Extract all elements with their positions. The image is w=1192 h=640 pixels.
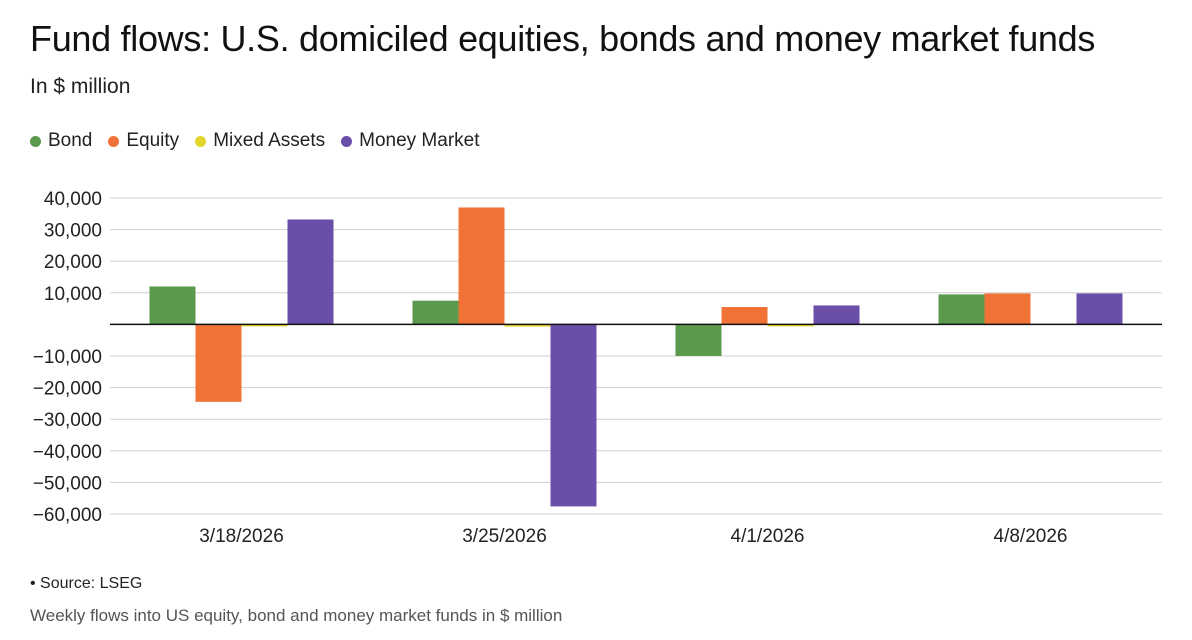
- y-tick-label: 30,000: [44, 221, 102, 242]
- bar-chart: 40,000 30,000 20,000 10,000 −10,000 −20,000 −3…: [33, 189, 1162, 547]
- bar-bond: [412, 300, 459, 325]
- bar-money-market: [550, 324, 597, 507]
- chart-subtitle: In $ million: [30, 75, 131, 98]
- y-tick-label: −60,000: [33, 505, 102, 526]
- legend-item-money-market: Money Market: [341, 130, 480, 152]
- bar-bond: [149, 286, 196, 325]
- bar-equity: [458, 207, 505, 325]
- y-tick-label: 20,000: [44, 252, 102, 273]
- bar-mixed-assets: [767, 324, 814, 327]
- bar-money-market: [287, 219, 334, 325]
- legend-label: Equity: [126, 130, 180, 151]
- bar-mixed-assets: [241, 324, 288, 327]
- legend-swatch: [30, 135, 41, 147]
- legend: Bond Equity Mixed Assets Money Market: [30, 130, 480, 152]
- bar-equity: [984, 293, 1031, 325]
- y-tick-label: 40,000: [44, 189, 102, 210]
- chart-caption: Weekly flows into US equity, bond and mo…: [30, 606, 563, 625]
- x-tick-label: 4/1/2026: [731, 526, 805, 547]
- x-tick-label: 4/8/2026: [994, 526, 1068, 547]
- bar-equity: [195, 324, 242, 402]
- bar-money-market: [813, 305, 860, 325]
- bar-mixed-assets: [504, 324, 551, 327]
- legend-item-equity: Equity: [108, 130, 179, 152]
- source-note: • Source: LSEG: [30, 575, 143, 592]
- y-tick-label: −20,000: [33, 379, 102, 400]
- legend-swatch: [195, 135, 207, 147]
- legend-swatch: [108, 135, 120, 147]
- bar-bond: [675, 324, 722, 356]
- y-tick-label: −30,000: [33, 410, 102, 431]
- bar-money-market: [1076, 293, 1123, 325]
- bar-bond: [938, 294, 985, 325]
- chart-title: Fund flows: U.S. domiciled equities, bon…: [30, 18, 1096, 59]
- legend-label: Mixed Assets: [213, 130, 326, 151]
- y-tick-label: −50,000: [33, 473, 102, 494]
- legend-label: Bond: [48, 130, 93, 151]
- x-tick-label: 3/25/2026: [462, 526, 547, 547]
- legend-swatch: [341, 135, 353, 147]
- legend-item-mixed-assets: Mixed Assets: [195, 130, 325, 152]
- legend-label: Money Market: [359, 130, 480, 151]
- y-tick-label: −40,000: [33, 442, 102, 463]
- y-tick-label: 10,000: [44, 284, 102, 305]
- y-tick-label: −10,000: [33, 347, 102, 368]
- x-tick-label: 3/18/2026: [199, 526, 284, 547]
- legend-item-bond: Bond: [30, 130, 92, 152]
- bar-equity: [721, 307, 768, 325]
